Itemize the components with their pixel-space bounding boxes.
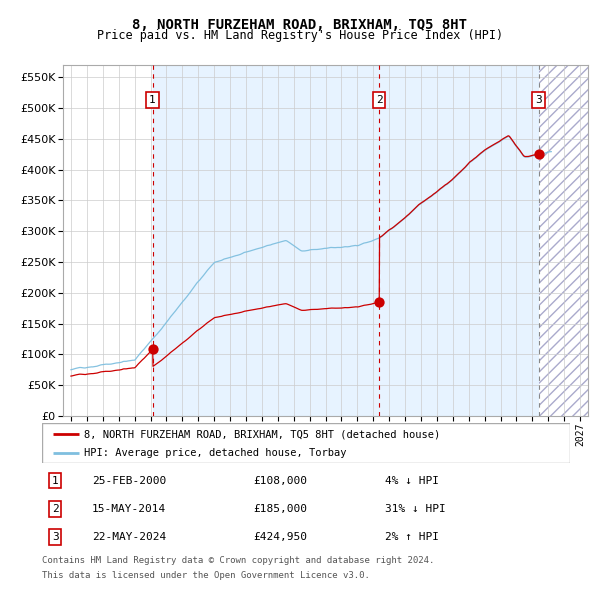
Point	[148, 345, 157, 354]
Text: 1: 1	[149, 95, 156, 105]
Text: 2: 2	[52, 504, 59, 514]
Text: £424,950: £424,950	[253, 532, 307, 542]
Text: 1: 1	[52, 476, 59, 486]
Point	[374, 297, 384, 307]
Text: £185,000: £185,000	[253, 504, 307, 514]
Text: 3: 3	[535, 95, 542, 105]
Bar	[152, 65, 539, 416]
Text: 3: 3	[52, 532, 59, 542]
Text: 4% ↓ HPI: 4% ↓ HPI	[385, 476, 439, 486]
Text: 25-FEB-2000: 25-FEB-2000	[92, 476, 166, 486]
Point	[534, 149, 544, 159]
Bar	[539, 65, 588, 416]
FancyBboxPatch shape	[42, 423, 570, 463]
Text: 15-MAY-2014: 15-MAY-2014	[92, 504, 166, 514]
Text: Contains HM Land Registry data © Crown copyright and database right 2024.: Contains HM Land Registry data © Crown c…	[42, 556, 434, 565]
Text: 31% ↓ HPI: 31% ↓ HPI	[385, 504, 446, 514]
Text: £108,000: £108,000	[253, 476, 307, 486]
Text: HPI: Average price, detached house, Torbay: HPI: Average price, detached house, Torb…	[84, 448, 347, 458]
Text: 8, NORTH FURZEHAM ROAD, BRIXHAM, TQ5 8HT: 8, NORTH FURZEHAM ROAD, BRIXHAM, TQ5 8HT	[133, 18, 467, 32]
Text: This data is licensed under the Open Government Licence v3.0.: This data is licensed under the Open Gov…	[42, 571, 370, 579]
Text: 2: 2	[376, 95, 382, 105]
Text: 22-MAY-2024: 22-MAY-2024	[92, 532, 166, 542]
Text: 2% ↑ HPI: 2% ↑ HPI	[385, 532, 439, 542]
Text: Price paid vs. HM Land Registry's House Price Index (HPI): Price paid vs. HM Land Registry's House …	[97, 30, 503, 42]
Text: 8, NORTH FURZEHAM ROAD, BRIXHAM, TQ5 8HT (detached house): 8, NORTH FURZEHAM ROAD, BRIXHAM, TQ5 8HT…	[84, 430, 440, 440]
